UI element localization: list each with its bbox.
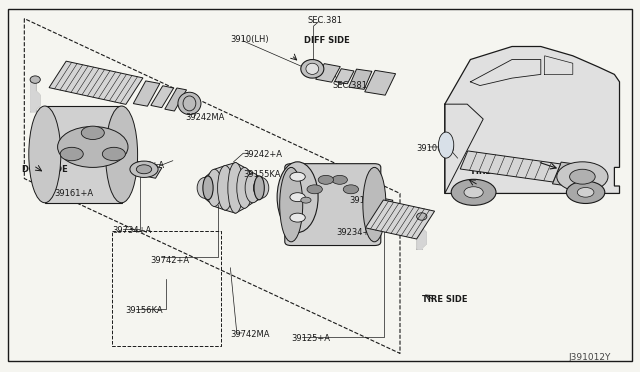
Ellipse shape [280,167,303,242]
Polygon shape [445,46,620,193]
Ellipse shape [30,76,40,83]
Polygon shape [552,162,580,186]
Polygon shape [365,70,396,95]
Circle shape [332,175,348,184]
Text: 39734+A: 39734+A [112,226,151,235]
Circle shape [60,147,83,161]
Ellipse shape [29,106,61,203]
Circle shape [290,213,305,222]
Polygon shape [133,81,160,106]
Text: TIRE SIDE: TIRE SIDE [422,295,468,304]
Ellipse shape [203,176,213,200]
Text: 39125+A: 39125+A [291,334,330,343]
Circle shape [464,187,483,198]
Ellipse shape [237,167,252,208]
Polygon shape [470,60,541,86]
Text: 39234+A: 39234+A [336,228,375,237]
Text: 3910(LH): 3910(LH) [230,35,269,44]
Text: SEC.381: SEC.381 [307,16,342,25]
Text: 39242MA: 39242MA [186,113,225,122]
Text: 39242+A: 39242+A [243,150,282,159]
Ellipse shape [228,163,243,213]
Ellipse shape [197,177,212,198]
Ellipse shape [306,63,319,74]
Circle shape [566,181,605,203]
Polygon shape [365,200,435,239]
Text: 39742MA: 39742MA [230,330,270,339]
Text: 39126+A: 39126+A [125,161,164,170]
Polygon shape [460,151,561,182]
Polygon shape [349,69,372,89]
Ellipse shape [277,162,318,232]
Text: 39742+A: 39742+A [150,256,189,265]
Polygon shape [335,69,354,84]
Circle shape [557,162,608,192]
Ellipse shape [253,177,269,198]
Ellipse shape [106,106,138,203]
Text: 39161+A: 39161+A [54,189,93,198]
Circle shape [290,172,305,181]
Polygon shape [151,86,173,108]
Circle shape [136,165,152,174]
Circle shape [451,179,496,205]
Text: SEC.381: SEC.381 [333,81,368,90]
Ellipse shape [254,176,264,200]
Polygon shape [445,104,483,193]
Polygon shape [417,219,426,249]
Polygon shape [165,88,186,111]
Text: 39156KA: 39156KA [125,306,163,315]
Circle shape [58,126,128,167]
Circle shape [301,197,311,203]
Circle shape [577,187,594,197]
Circle shape [290,193,305,202]
Polygon shape [545,56,573,74]
Polygon shape [31,82,40,112]
Text: 39155KA: 39155KA [243,170,281,179]
Text: DIFF SIDE: DIFF SIDE [304,36,349,45]
Ellipse shape [178,92,201,115]
Ellipse shape [207,169,222,206]
Text: DIFF SIDE: DIFF SIDE [22,165,68,174]
Circle shape [307,185,323,194]
Text: TIRE SIDE: TIRE SIDE [470,167,516,176]
Ellipse shape [438,132,454,158]
Text: J391012Y: J391012Y [568,353,611,362]
Ellipse shape [363,167,386,242]
Text: 39100A: 39100A [349,196,381,205]
Polygon shape [316,64,340,82]
Polygon shape [365,198,393,231]
Polygon shape [45,106,122,203]
FancyBboxPatch shape [285,164,381,246]
Circle shape [130,161,158,177]
Text: 3910(LH): 3910(LH) [416,144,454,153]
Circle shape [102,147,125,161]
Ellipse shape [218,166,233,210]
Ellipse shape [301,60,324,78]
Circle shape [570,169,595,184]
Circle shape [318,175,333,184]
Circle shape [81,126,104,140]
Polygon shape [49,61,143,105]
Polygon shape [143,165,162,178]
Ellipse shape [245,173,260,203]
Ellipse shape [417,213,427,220]
Polygon shape [205,163,261,213]
Circle shape [343,185,358,194]
